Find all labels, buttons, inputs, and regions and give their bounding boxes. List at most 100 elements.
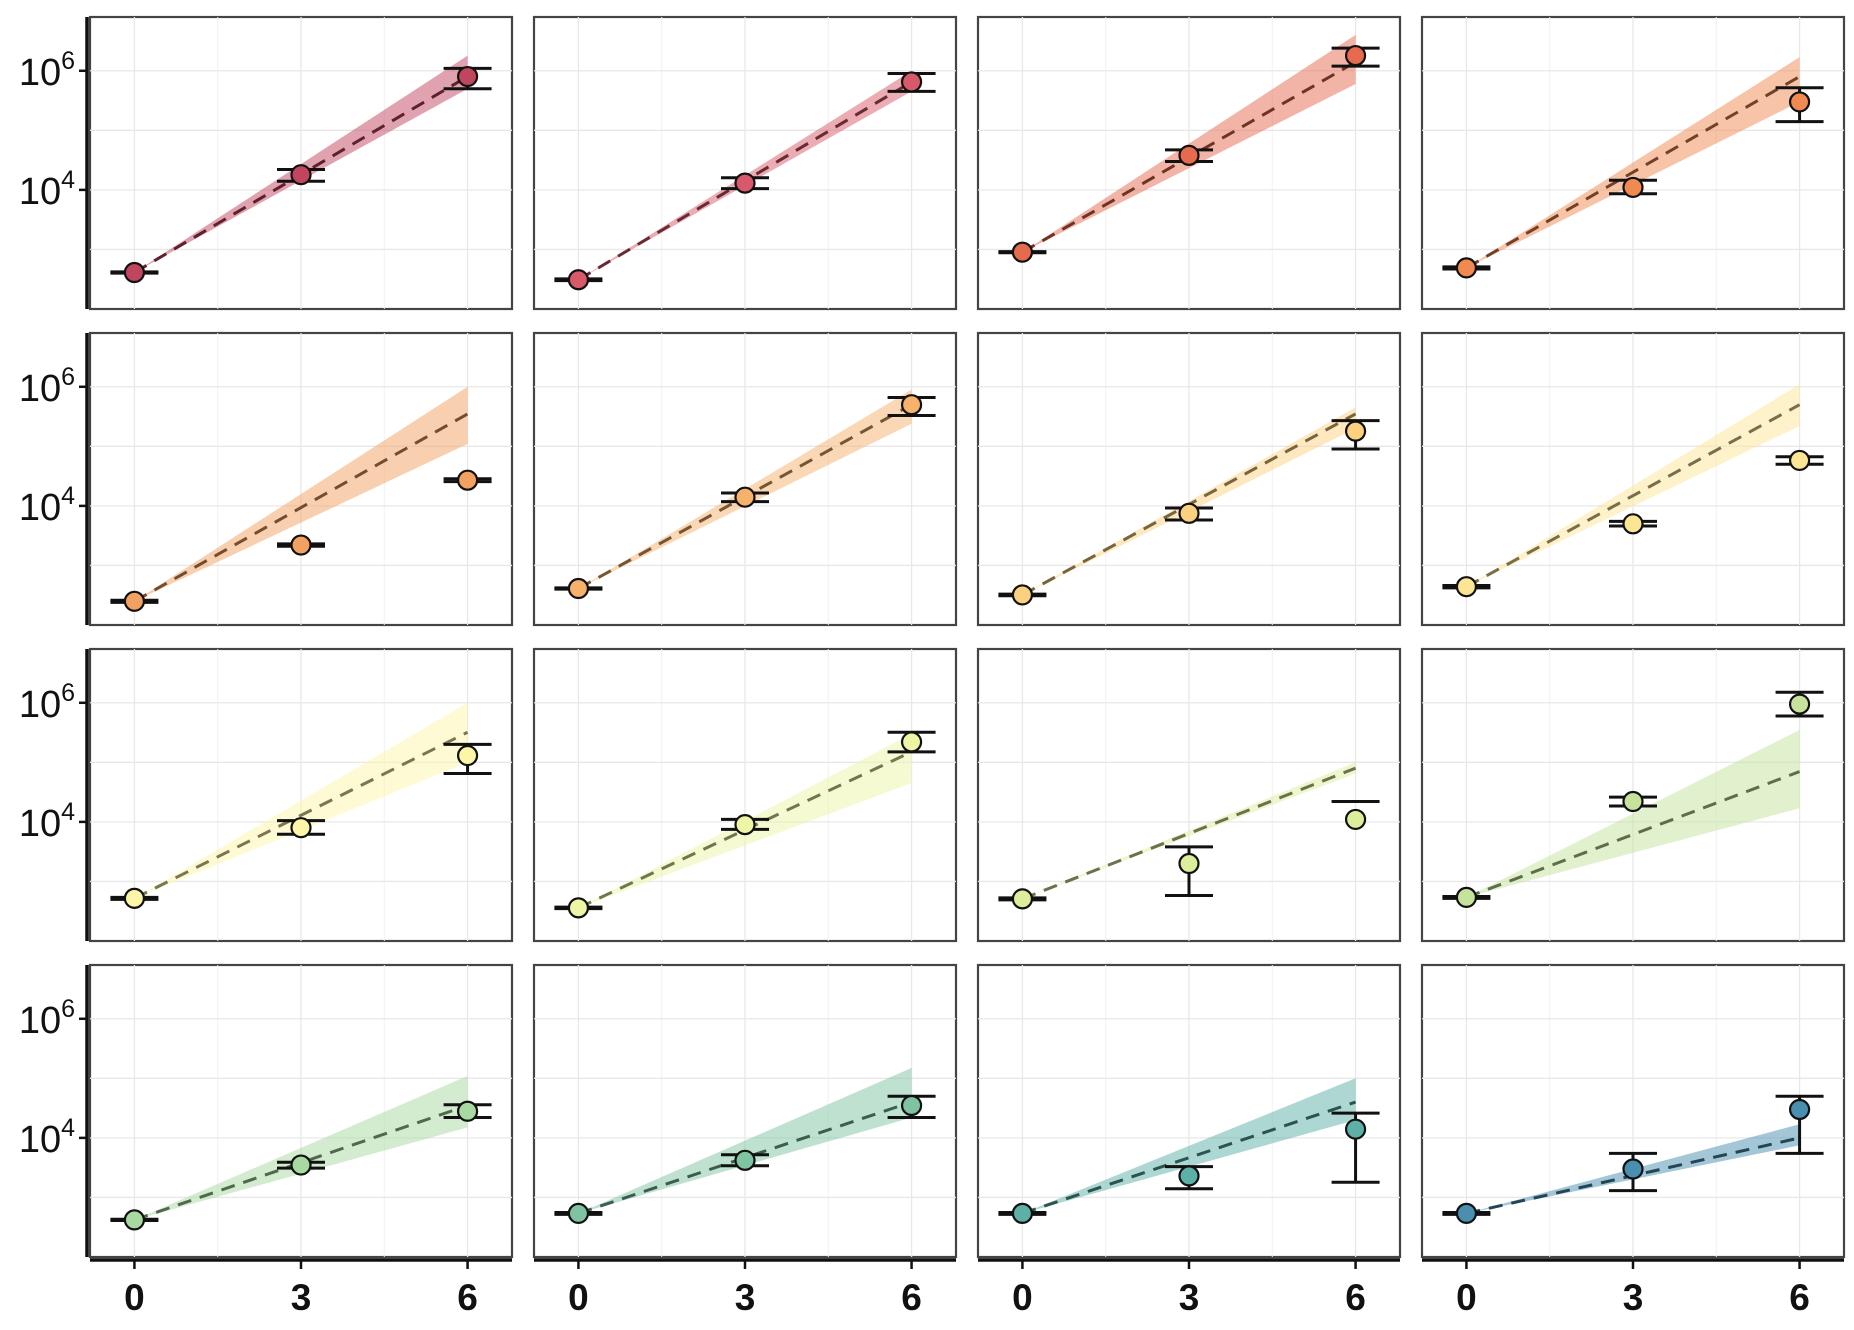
data-point xyxy=(567,577,590,600)
confidence-band xyxy=(1466,384,1800,587)
data-point xyxy=(290,534,312,556)
x-tick-label: 0 xyxy=(568,1277,589,1318)
x-axis-col-3: 0 3 6 xyxy=(978,1258,1400,1318)
data-point xyxy=(900,71,923,93)
panel-r2-c4 xyxy=(1420,331,1846,627)
x-tick-label: 6 xyxy=(901,1277,922,1318)
y-tick-label-exponent: 4 xyxy=(61,166,75,194)
fit-line xyxy=(133,730,469,900)
confidence-band xyxy=(134,1075,468,1220)
confidence-band xyxy=(134,386,468,602)
fit-line xyxy=(577,1100,913,1215)
fit-line xyxy=(1021,1100,1357,1215)
confidence-band xyxy=(1466,729,1800,898)
y-tick-label-exponent: 4 xyxy=(61,1114,75,1142)
x-tick-label: 3 xyxy=(1623,1277,1644,1318)
y-tick-label-base: 10 xyxy=(19,52,61,94)
data-point xyxy=(1455,576,1478,598)
confidence-band xyxy=(134,702,468,899)
data-point xyxy=(734,486,756,508)
y-tick-label-base: 10 xyxy=(19,1119,61,1161)
data-point xyxy=(1788,1098,1811,1121)
confidence-band xyxy=(578,1067,912,1214)
panel-r1-c4 xyxy=(1420,15,1846,311)
confidence-band xyxy=(134,55,468,273)
data-point xyxy=(734,172,756,194)
panel-r2-c2 xyxy=(532,331,958,627)
confidence-band xyxy=(1022,762,1356,899)
y-tick-label: 106 xyxy=(19,363,75,410)
panel-r4-c2 xyxy=(532,963,958,1259)
y-tick-label: 104 xyxy=(19,166,75,213)
data-point xyxy=(456,1100,479,1122)
data-point xyxy=(1622,1158,1644,1180)
data-point xyxy=(1178,1165,1200,1187)
x-tick-label: 3 xyxy=(735,1277,756,1318)
data-point xyxy=(1011,584,1034,606)
data-point xyxy=(290,817,312,839)
data-point xyxy=(1344,44,1367,67)
data-point xyxy=(290,164,312,186)
data-point xyxy=(1455,257,1478,279)
data-point xyxy=(1011,241,1034,263)
x-axis-col-4: 0 3 6 xyxy=(1422,1258,1844,1318)
y-tick-label: 104 xyxy=(19,482,75,529)
y-tick-label-base: 10 xyxy=(19,368,61,410)
panel-r2-c3 xyxy=(976,331,1402,627)
data-point xyxy=(123,887,146,909)
panel-r3-c3 xyxy=(976,647,1402,943)
x-tick-label: 3 xyxy=(1179,1277,1200,1318)
data-point xyxy=(456,744,479,767)
data-point xyxy=(456,469,479,491)
data-point xyxy=(290,1154,312,1176)
confidence-band xyxy=(1022,407,1356,595)
x-tick-label: 6 xyxy=(1789,1277,1810,1318)
y-tick-label-base: 10 xyxy=(19,487,61,529)
data-point xyxy=(900,731,923,753)
y-tick-label-exponent: 6 xyxy=(61,995,75,1023)
panel-r3-c2 xyxy=(532,647,958,943)
data-point xyxy=(1622,513,1644,535)
panel-r1-c1 xyxy=(88,15,514,311)
fit-line xyxy=(133,1104,469,1222)
x-tick-label: 0 xyxy=(1456,1277,1477,1318)
y-tick-label-base: 10 xyxy=(19,684,61,726)
data-point xyxy=(1178,502,1200,524)
data-point xyxy=(734,814,756,836)
y-tick-label: 104 xyxy=(19,1114,75,1161)
panel-r4-c3 xyxy=(976,963,1402,1259)
y-tick-label: 106 xyxy=(19,679,75,726)
confidence-band xyxy=(1466,57,1800,268)
data-point xyxy=(1455,1202,1478,1224)
data-point xyxy=(1622,176,1644,199)
data-point xyxy=(1788,449,1811,472)
data-point xyxy=(1011,888,1034,910)
y-tick-label: 106 xyxy=(19,995,75,1042)
data-point xyxy=(900,1094,923,1117)
data-point xyxy=(567,269,590,291)
data-point xyxy=(734,1149,756,1171)
data-point xyxy=(1178,852,1200,875)
confidence-band xyxy=(1022,34,1356,253)
y-tick-label-exponent: 4 xyxy=(61,798,75,826)
y-tick-label-base: 10 xyxy=(19,803,61,845)
data-point xyxy=(1344,808,1367,831)
data-point xyxy=(1788,91,1811,113)
x-tick-label: 6 xyxy=(457,1277,478,1318)
panel-r3-c1 xyxy=(88,647,514,943)
x-tick-label: 0 xyxy=(124,1277,145,1318)
fit-line xyxy=(1465,770,1801,899)
y-tick-label: 104 xyxy=(19,798,75,845)
data-point xyxy=(123,590,146,612)
fit-line xyxy=(1465,75,1801,270)
y-tick-label: 106 xyxy=(19,47,75,94)
data-point xyxy=(456,65,479,88)
x-axis-col-2: 0 3 6 xyxy=(534,1258,956,1318)
panels-layer xyxy=(88,15,1846,1259)
fit-line xyxy=(133,412,469,603)
fit-line xyxy=(1021,766,1357,901)
